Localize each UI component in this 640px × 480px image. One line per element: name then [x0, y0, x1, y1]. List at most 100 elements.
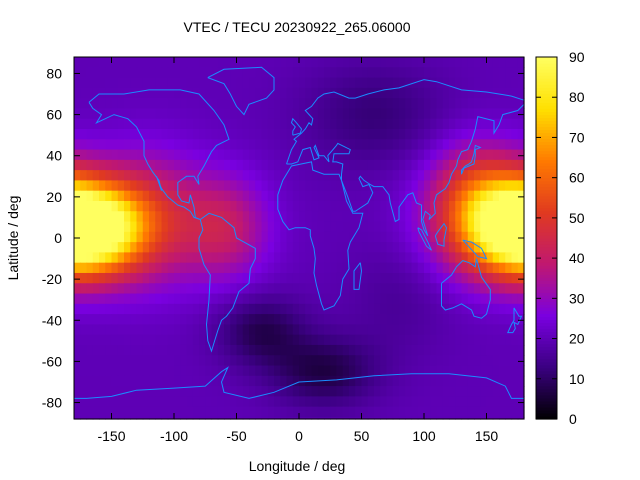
heatmap-cell: [167, 324, 175, 336]
heatmap-cell: [349, 190, 356, 202]
heatmap-cell: [349, 231, 356, 243]
heatmap-cell: [355, 108, 363, 120]
heatmap-cell: [186, 118, 194, 130]
heatmap-cell: [261, 200, 269, 212]
heatmap-cell: [174, 242, 181, 253]
heatmap-cell: [167, 344, 175, 356]
heatmap-cell: [149, 77, 156, 89]
heatmap-cell: [417, 221, 425, 233]
colorbar-segment: [536, 60, 557, 64]
heatmap-cell: [286, 283, 294, 295]
heatmap-cell: [424, 406, 431, 418]
heatmap-cell: [411, 324, 419, 336]
heatmap-cell: [442, 386, 450, 397]
heatmap-cell: [317, 108, 325, 120]
heatmap-cell: [117, 293, 125, 305]
heatmap-cell: [280, 252, 288, 264]
heatmap-cell: [505, 149, 513, 161]
heatmap-cell: [467, 57, 475, 68]
heatmap-cell: [467, 416, 475, 420]
heatmap-cell: [367, 139, 375, 151]
heatmap-cell: [199, 57, 206, 68]
heatmap-cell: [136, 396, 144, 408]
heatmap-cell: [130, 108, 138, 120]
heatmap-cell: [480, 344, 488, 356]
heatmap-cell: [499, 231, 506, 243]
colorbar-segment: [536, 394, 557, 399]
heatmap-cell: [486, 355, 494, 367]
heatmap-cell: [436, 128, 444, 140]
heatmap-cell: [436, 149, 444, 161]
heatmap-cell: [130, 375, 138, 387]
heatmap-cell: [342, 386, 350, 397]
heatmap-cell: [274, 283, 281, 295]
heatmap-cell: [167, 334, 175, 346]
heatmap-cell: [74, 324, 81, 336]
heatmap-cell: [367, 272, 375, 284]
heatmap-cell: [211, 396, 219, 408]
heatmap-cell: [280, 190, 288, 202]
heatmap-cell: [124, 67, 131, 79]
heatmap-cell: [386, 314, 394, 325]
heatmap-cell: [149, 108, 156, 120]
heatmap-cell: [486, 272, 494, 284]
heatmap-cell: [474, 365, 481, 377]
heatmap-cell: [249, 293, 256, 305]
heatmap-cell: [355, 57, 363, 68]
colorbar-segment: [536, 180, 557, 185]
heatmap-cell: [180, 98, 188, 110]
heatmap-cell: [486, 334, 494, 346]
heatmap-cell: [161, 303, 169, 315]
heatmap-cell: [211, 170, 219, 182]
heatmap-cell: [455, 139, 463, 151]
heatmap-cell: [392, 396, 400, 408]
heatmap-cell: [236, 303, 244, 315]
heatmap-cell: [267, 221, 275, 233]
heatmap-cell: [286, 406, 294, 418]
heatmap-cell: [505, 211, 513, 223]
heatmap-cell: [186, 406, 194, 418]
heatmap-cell: [492, 262, 500, 274]
heatmap-cell: [136, 314, 144, 325]
heatmap-cell: [299, 344, 306, 356]
heatmap-cell: [336, 221, 344, 233]
heatmap-cell: [424, 128, 431, 140]
heatmap-cell: [117, 87, 125, 99]
heatmap-cell: [311, 365, 319, 377]
heatmap-cell: [517, 180, 525, 192]
heatmap-cell: [224, 375, 231, 387]
heatmap-cell: [486, 170, 494, 182]
heatmap-cell: [424, 159, 431, 171]
heatmap-cell: [211, 87, 219, 99]
heatmap-cell: [455, 262, 463, 274]
heatmap-cell: [236, 98, 244, 110]
heatmap-cell: [92, 344, 100, 356]
heatmap-cell: [111, 159, 119, 171]
heatmap-cell: [486, 406, 494, 418]
coastline-africa: [277, 161, 364, 311]
heatmap-cell: [249, 303, 256, 315]
heatmap-cell: [405, 57, 413, 68]
heatmap-cell: [411, 57, 419, 68]
heatmap-cell: [380, 283, 388, 295]
colorbar-segment: [536, 283, 557, 287]
coastline-uk: [290, 117, 303, 136]
heatmap-cell: [480, 334, 488, 346]
heatmap-cell: [92, 396, 100, 408]
heatmap-cell: [161, 386, 169, 397]
heatmap-cell: [355, 314, 363, 325]
heatmap-cell: [474, 272, 481, 284]
heatmap-cell: [299, 180, 306, 192]
heatmap-cell: [492, 242, 500, 253]
heatmap-cell: [442, 170, 450, 182]
heatmap-cell: [374, 77, 381, 89]
colorbar-segment: [536, 84, 557, 88]
heatmap-cell: [417, 334, 425, 346]
heatmap-cell: [405, 242, 413, 253]
heatmap-cell: [111, 293, 119, 305]
heatmap-cell: [211, 139, 219, 151]
heatmap-cell: [392, 334, 400, 346]
heatmap-cell: [455, 314, 463, 325]
heatmap-cell: [330, 406, 338, 418]
heatmap-cell: [80, 149, 88, 161]
